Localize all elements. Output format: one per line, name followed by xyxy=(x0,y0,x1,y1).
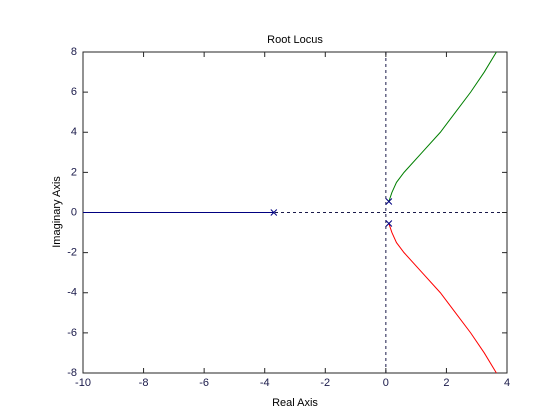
x-tick-label: 2 xyxy=(443,377,449,389)
y-tick-label: 6 xyxy=(71,86,77,98)
y-tick-label: -8 xyxy=(67,367,77,379)
locus-branch xyxy=(388,51,497,202)
pole-marker xyxy=(385,198,393,205)
chart-title: Root Locus xyxy=(267,34,323,46)
y-tick-label: -4 xyxy=(67,287,77,299)
x-tick-label: 0 xyxy=(383,377,389,389)
x-tick-label: 4 xyxy=(504,377,510,389)
y-tick-label: 4 xyxy=(71,126,77,138)
y-axis-label: Imaginary Axis xyxy=(51,176,63,248)
y-tick-label: 0 xyxy=(71,206,77,218)
x-tick-label: -2 xyxy=(320,377,330,389)
pole-marker xyxy=(385,220,393,227)
locus-branch xyxy=(388,223,497,374)
x-tick-label: -8 xyxy=(139,377,149,389)
x-axis-label: Real Axis xyxy=(272,397,318,409)
x-tick-label: -6 xyxy=(199,377,209,389)
y-tick-label: -2 xyxy=(67,247,77,259)
pole-marker xyxy=(270,209,278,216)
x-tick-label: -10 xyxy=(75,377,91,389)
y-tick-label: 2 xyxy=(71,166,77,178)
x-tick-label: -4 xyxy=(260,377,270,389)
y-tick-label: -6 xyxy=(67,327,77,339)
y-tick-label: 8 xyxy=(71,46,77,58)
